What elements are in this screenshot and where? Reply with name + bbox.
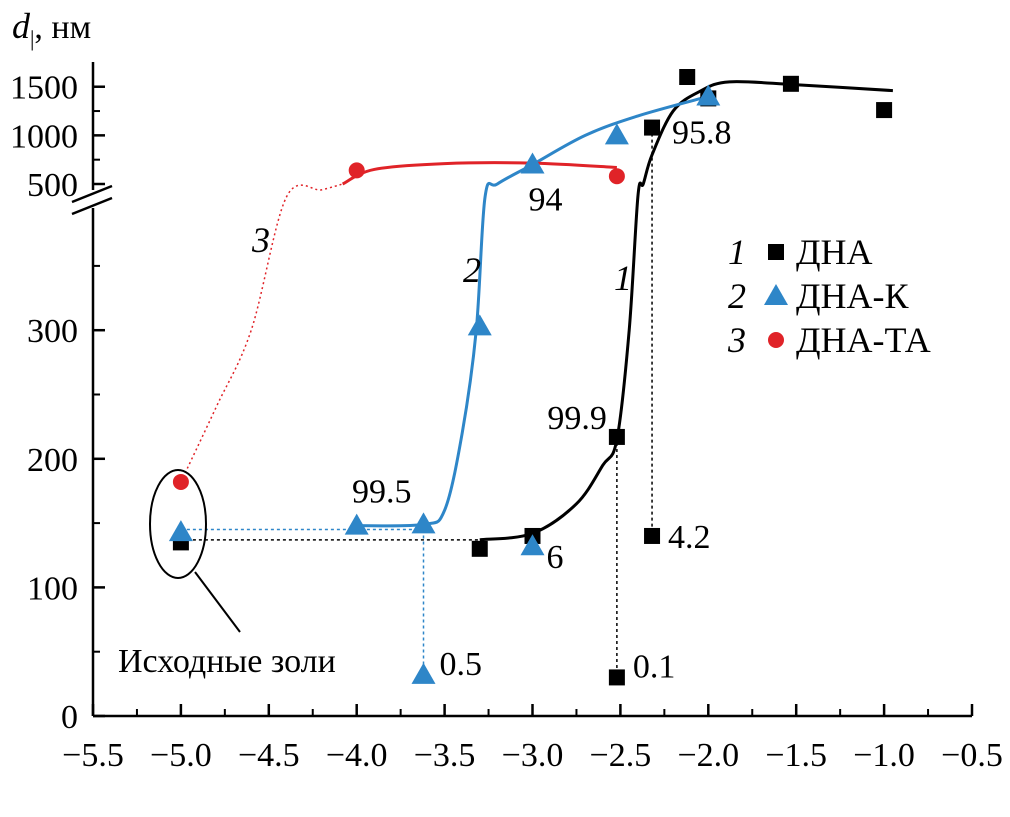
y-tick-label: 200 xyxy=(27,442,78,479)
value-annotation: 99.5 xyxy=(352,473,412,510)
value-annotation: 6 xyxy=(547,539,564,576)
curve-labels: 1 2 3 xyxy=(251,220,632,298)
legend-label: ДНА-К xyxy=(796,276,910,316)
series-2-point xyxy=(604,123,629,145)
series-3-point xyxy=(348,162,365,179)
value-annotation: 0.1 xyxy=(633,648,676,685)
axis-break-marker xyxy=(71,184,113,216)
series-3-point xyxy=(608,168,625,185)
legend-label: ДНА xyxy=(796,232,873,272)
x-tick-label: −3.0 xyxy=(502,737,564,774)
series-2-point xyxy=(467,314,492,336)
curve-label-2: 2 xyxy=(463,250,481,290)
curve-label-1: 1 xyxy=(614,258,632,298)
series-3-dotted-link xyxy=(180,183,343,483)
y-axis-label: d|, нм xyxy=(12,6,91,51)
x-tick-label: −0.5 xyxy=(941,737,1003,774)
plot-frame xyxy=(71,62,972,718)
series-1-point xyxy=(644,119,661,136)
x-tick-label: −4.0 xyxy=(326,737,388,774)
y-tick-label: 1500 xyxy=(10,70,78,107)
series-1-point xyxy=(608,428,625,445)
y-axis-label-symbol: d xyxy=(12,6,31,46)
series-1-point xyxy=(782,75,799,92)
series-2-point xyxy=(344,513,369,535)
x-tick-label: −1.5 xyxy=(765,737,827,774)
x-tick-label: −4.5 xyxy=(238,737,300,774)
curve-label-3: 3 xyxy=(251,220,270,260)
legend-number: 3 xyxy=(727,320,746,360)
series-1-point xyxy=(644,527,661,544)
series-2-point xyxy=(520,152,545,174)
series-3-point xyxy=(172,473,189,490)
legend-label: ДНА-ТА xyxy=(796,320,931,360)
data-markers xyxy=(168,69,893,686)
series-2-point xyxy=(168,520,193,542)
y-tick-label: 300 xyxy=(27,313,78,350)
y-axis-ticks: 0 100 200 300 500 1000 1500 xyxy=(10,70,105,736)
series-1-curve xyxy=(479,80,893,542)
x-tick-label: −5.0 xyxy=(150,737,212,774)
y-tick-label: 100 xyxy=(27,570,78,607)
value-annotations: 99.9 95.8 4.2 0.1 99.5 94 6 0.5 xyxy=(352,115,732,686)
series-3-curve xyxy=(341,161,617,186)
series-1-point xyxy=(471,540,488,557)
y-tick-label: 0 xyxy=(61,699,78,736)
y-axis-label-unit: , нм xyxy=(34,9,91,46)
value-annotation: 0.5 xyxy=(440,646,483,683)
x-tick-label: −3.5 xyxy=(414,737,476,774)
initial-sols-ellipse xyxy=(149,469,207,579)
value-annotation: 95.8 xyxy=(672,115,732,152)
y-tick-label: 1000 xyxy=(10,118,78,155)
caption-pointer xyxy=(194,571,241,633)
series-1-point xyxy=(876,102,893,119)
x-tick-label: −2.0 xyxy=(677,737,739,774)
legend-number: 1 xyxy=(728,232,746,272)
series-2-point xyxy=(411,662,436,684)
fitted-curves xyxy=(180,80,893,542)
y-axis-label-subscript: | xyxy=(30,26,34,51)
value-annotation: 94 xyxy=(529,182,563,219)
x-tick-label: −5.5 xyxy=(62,737,124,774)
x-axis-ticks: −5.5 −5.0 −4.5 −4.0 −3.5 −3.0 −2.5 −2.0 −1.5 −1.0… xyxy=(62,704,1003,774)
series-1-point xyxy=(608,669,625,686)
x-tick-label: −2.5 xyxy=(590,737,652,774)
series-2-curve xyxy=(356,95,709,528)
legend-marker xyxy=(764,284,788,305)
y-tick-label: 500 xyxy=(27,167,78,204)
guide-lines xyxy=(180,127,653,678)
series-2-point xyxy=(411,512,436,534)
series-1-point xyxy=(679,69,696,85)
legend-number: 2 xyxy=(728,276,746,316)
initial-sols-caption: Исходные золи xyxy=(118,643,336,680)
x-tick-label: −1.0 xyxy=(853,737,915,774)
legend-marker xyxy=(768,332,784,348)
series-2-point xyxy=(520,534,545,556)
value-annotation: 4.2 xyxy=(668,519,711,556)
value-annotation: 99.9 xyxy=(547,400,607,437)
series-2-point xyxy=(696,84,721,106)
legend: 1 ДНА 2 ДНА-К 3 ДНА-ТА xyxy=(727,232,931,360)
legend-marker xyxy=(768,244,784,260)
